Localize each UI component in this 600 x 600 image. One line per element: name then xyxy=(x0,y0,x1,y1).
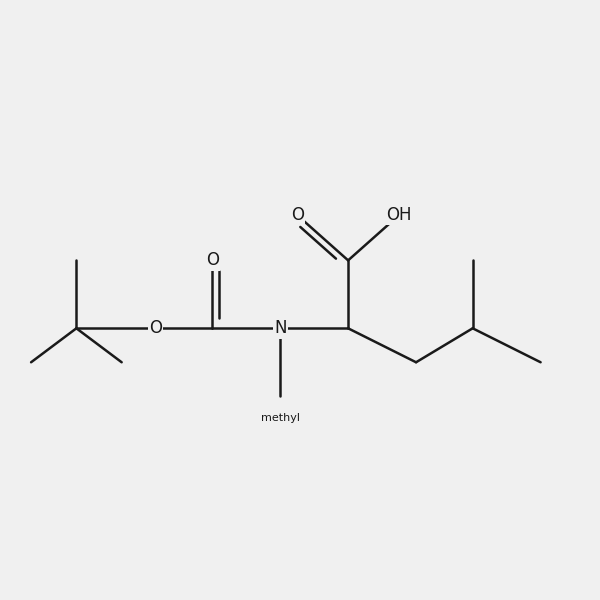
Text: O: O xyxy=(149,319,162,337)
Text: methyl: methyl xyxy=(260,413,299,423)
Text: N: N xyxy=(274,319,286,337)
Text: OH: OH xyxy=(386,206,412,224)
Text: O: O xyxy=(206,251,219,269)
Text: O: O xyxy=(290,206,304,224)
